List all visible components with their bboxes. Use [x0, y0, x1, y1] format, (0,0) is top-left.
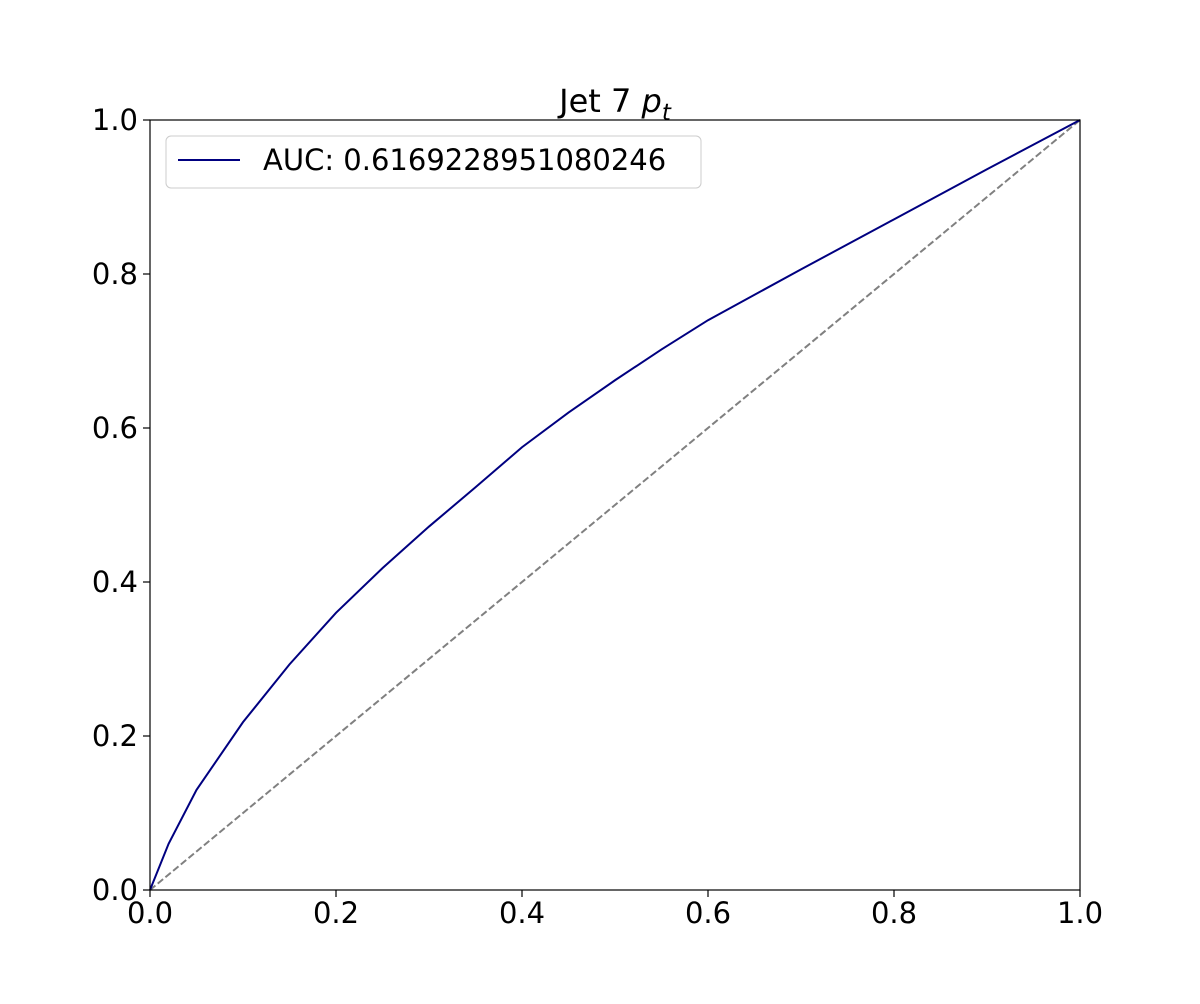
- roc-line: [149, 119, 1081, 891]
- y-tick-label: 0.6: [92, 411, 138, 445]
- chart-title: Jet 7 pt: [557, 82, 672, 126]
- y-tick-label: 1.0: [92, 103, 138, 137]
- legend-box: [165, 135, 702, 189]
- reference-line: [149, 119, 1081, 891]
- y-tick-label: 0.2: [92, 719, 138, 753]
- x-tick-label: 1.0: [1057, 896, 1103, 930]
- x-tick-label: 0.2: [313, 896, 359, 930]
- x-tick-label: 0.4: [499, 896, 545, 930]
- y-tick-label: 0.8: [92, 257, 138, 291]
- x-tick-label: 0.6: [685, 896, 731, 930]
- y-tick-label: 0.0: [92, 873, 138, 907]
- x-tick-label: 0.0: [127, 896, 173, 930]
- x-tick-label: 0.8: [871, 896, 917, 930]
- axes-frame: [149, 119, 1081, 891]
- y-tick-label: 0.4: [92, 565, 138, 599]
- title-text: Jet 7: [557, 82, 641, 120]
- title-symbol: p: [641, 82, 662, 120]
- title-subscript: t: [662, 100, 672, 126]
- legend-label: AUC: 0.6169228951080246: [263, 143, 666, 177]
